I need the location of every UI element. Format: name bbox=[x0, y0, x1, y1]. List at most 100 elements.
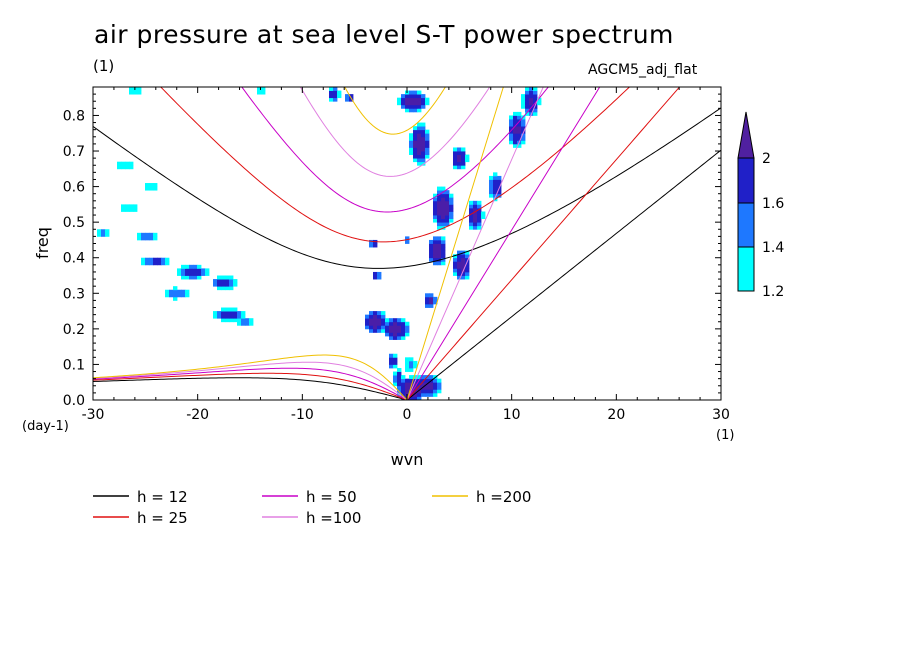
heatmap-cell bbox=[433, 207, 438, 212]
y-tick-label: 0.7 bbox=[63, 144, 85, 160]
heatmap-cell bbox=[365, 325, 370, 330]
heatmap-cell bbox=[261, 90, 266, 95]
heatmap-cell bbox=[453, 254, 458, 259]
heatmap-cell bbox=[453, 147, 458, 152]
heatmap-cell bbox=[229, 318, 234, 323]
heatmap-cell bbox=[189, 275, 194, 280]
heatmap-cell bbox=[513, 122, 518, 127]
heatmap-cell bbox=[221, 286, 226, 291]
heatmap-cell bbox=[405, 382, 410, 387]
heatmap-cell bbox=[181, 271, 186, 276]
heatmap-cell bbox=[177, 289, 182, 294]
heatmap-cell bbox=[153, 232, 158, 237]
heatmap-cell bbox=[469, 218, 474, 223]
heatmap-cell bbox=[437, 254, 442, 259]
heatmap-cell bbox=[149, 261, 154, 266]
heatmap-cell bbox=[433, 257, 438, 262]
heatmap-cell bbox=[461, 158, 466, 163]
heatmap-cell bbox=[529, 90, 534, 95]
heatmap-cell bbox=[453, 271, 458, 276]
heatmap-cell bbox=[517, 129, 522, 134]
heatmap-cell bbox=[433, 239, 438, 244]
heatmap-cell bbox=[129, 90, 134, 95]
heatmap-cell bbox=[401, 335, 406, 340]
heatmap-cell bbox=[513, 129, 518, 134]
heatmap-cell bbox=[409, 94, 414, 99]
heatmap-cell bbox=[401, 332, 406, 337]
heatmap-cell bbox=[433, 382, 438, 387]
x-tick-label: -30 bbox=[82, 407, 105, 423]
heatmap-cell bbox=[469, 225, 474, 230]
heatmap-cell bbox=[377, 325, 382, 330]
heatmap-cell bbox=[393, 360, 398, 365]
heatmap-cell bbox=[129, 204, 134, 209]
heatmap-cell bbox=[437, 218, 442, 223]
heatmap-cell bbox=[445, 207, 450, 212]
heatmap-cell bbox=[141, 236, 146, 241]
heatmap-cell bbox=[153, 183, 158, 187]
heatmap-cell bbox=[397, 97, 402, 102]
heatmap-cell bbox=[365, 318, 370, 323]
heatmap-cell bbox=[489, 175, 494, 180]
heatmap-cell bbox=[437, 247, 442, 252]
heatmap-cell bbox=[225, 311, 230, 316]
heatmap-cell bbox=[509, 129, 514, 134]
heatmap-cell bbox=[421, 104, 426, 109]
heatmap-cell bbox=[397, 335, 402, 340]
heatmap-cell bbox=[329, 90, 334, 95]
x-unit-label: (1) bbox=[716, 428, 734, 443]
colorbar-top-triangle bbox=[737, 111, 755, 159]
heatmap-cell bbox=[433, 254, 438, 259]
heatmap-cell bbox=[445, 200, 450, 205]
heatmap-cell bbox=[125, 165, 130, 170]
heatmap-cell bbox=[429, 385, 434, 390]
heatmap-cell bbox=[533, 97, 538, 102]
heatmap-cell bbox=[389, 325, 394, 330]
heatmap-cell bbox=[425, 385, 430, 390]
heatmap-cell bbox=[433, 300, 438, 305]
legend: h = 12 h = 25 h = 50 h =100 h =200 bbox=[93, 488, 531, 527]
heatmap-cell bbox=[405, 101, 410, 106]
heatmap-cell bbox=[457, 275, 462, 280]
heatmap-cell bbox=[225, 318, 230, 323]
heatmap-cell bbox=[417, 158, 422, 163]
heatmap-cell bbox=[133, 90, 138, 95]
heatmap-cell bbox=[493, 193, 498, 198]
heatmap-cell bbox=[517, 133, 522, 138]
heatmap-cell bbox=[437, 243, 442, 248]
x-tick-label: 30 bbox=[712, 407, 730, 423]
heatmap-cell bbox=[493, 175, 498, 180]
heatmap-cell bbox=[461, 261, 466, 266]
gravity-wave-curve-12 bbox=[93, 107, 721, 269]
heatmap-cell bbox=[369, 328, 374, 333]
heatmap-cell bbox=[369, 314, 374, 319]
heatmap-cell bbox=[421, 392, 426, 397]
heatmap-cell bbox=[465, 257, 470, 262]
heatmap-cell bbox=[461, 147, 466, 152]
rossby-wave-curve-12 bbox=[93, 377, 408, 400]
heatmap-cell bbox=[237, 311, 242, 316]
heatmap-cell bbox=[241, 321, 246, 326]
heatmap-cell bbox=[229, 314, 234, 319]
heatmap-cell bbox=[429, 382, 434, 387]
heatmap-cell bbox=[417, 147, 422, 152]
heatmap-cell bbox=[425, 129, 430, 134]
heatmap-cell bbox=[425, 136, 430, 141]
heatmap-cell bbox=[413, 133, 418, 138]
heatmap-cell bbox=[221, 311, 226, 316]
heatmap-cell bbox=[433, 211, 438, 216]
heatmap-cell bbox=[145, 183, 150, 187]
heatmap-cell bbox=[409, 382, 414, 387]
heatmap-cell bbox=[377, 328, 382, 333]
heatmap-cell bbox=[417, 140, 422, 145]
heatmap-cell bbox=[425, 296, 430, 301]
heatmap-cell bbox=[525, 90, 530, 95]
rossby-wave-curve-50 bbox=[93, 367, 408, 400]
heatmap-cell bbox=[445, 190, 450, 195]
x-tick-label: 20 bbox=[607, 407, 625, 423]
heatmap-cell bbox=[449, 193, 454, 198]
heatmap-cell bbox=[509, 115, 514, 120]
heatmap-cell bbox=[445, 218, 450, 223]
heatmap-cell bbox=[413, 151, 418, 155]
